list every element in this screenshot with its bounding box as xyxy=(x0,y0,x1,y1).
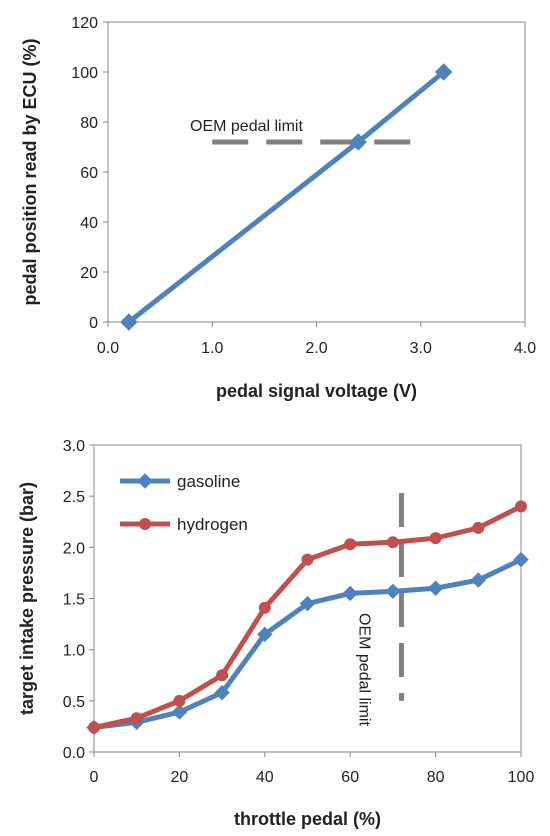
y-tick-label: 20 xyxy=(80,265,98,282)
x-tick-label: 0.0 xyxy=(97,340,119,357)
data-point-hydrogen xyxy=(344,538,357,551)
series-line xyxy=(127,70,446,324)
data-point-hydrogen xyxy=(301,553,314,566)
oem-limit-label: OEM pedal limit xyxy=(190,118,303,135)
y-tick-label: 60 xyxy=(80,165,98,182)
y-tick-label: 1.0 xyxy=(63,643,85,660)
legend-label-gasoline: gasoline xyxy=(177,472,240,491)
data-point xyxy=(434,63,453,81)
data-point xyxy=(120,313,138,331)
data-point-hydrogen xyxy=(216,669,229,682)
data-point-hydrogen xyxy=(386,536,399,549)
chart-intake-pressure: 0.0 0.5 1.0 1.5 2.0 2.5 3.0 0 20 40 60 80 100 OEM ped… xyxy=(17,438,534,829)
data-point-gasoline xyxy=(299,595,316,612)
x-tick-label: 3.0 xyxy=(410,340,432,357)
x-axis-title: pedal signal voltage (V) xyxy=(216,381,417,401)
x-tick-label: 80 xyxy=(427,769,445,786)
y-tick-label: 0.0 xyxy=(63,745,85,762)
y-axis-title: pedal position read by ECU (%) xyxy=(20,38,40,305)
data-point-gasoline xyxy=(513,551,529,568)
chart-pedal-position: 0 20 40 60 80 100 120 0.0 1.0 2.0 3.0 4.0 OEM pedal … xyxy=(20,15,536,401)
data-point-hydrogen xyxy=(88,721,100,734)
y-tick-label: 0.5 xyxy=(63,694,85,711)
x-tick-label: 20 xyxy=(171,769,189,786)
data-point xyxy=(349,133,367,151)
data-point-gasoline xyxy=(214,684,230,701)
data-point-gasoline xyxy=(257,626,273,643)
y-tick-label: 2.0 xyxy=(63,540,85,557)
x-tick-label: 40 xyxy=(256,769,274,786)
data-point-gasoline xyxy=(427,580,444,596)
x-tick-label: 100 xyxy=(508,769,535,786)
legend-label-hydrogen: hydrogen xyxy=(177,515,248,534)
data-point-hydrogen xyxy=(130,712,143,725)
data-point-gasoline xyxy=(385,583,401,600)
x-tick-label: 60 xyxy=(341,769,359,786)
y-tick-label: 100 xyxy=(71,65,98,82)
data-point-gasoline xyxy=(342,585,358,602)
series-line-hydrogen xyxy=(93,504,523,730)
y-tick-label: 120 xyxy=(71,15,98,32)
y-tick-label: 40 xyxy=(80,215,98,232)
legend-marker-hydrogen xyxy=(139,518,151,530)
x-tick-label: 4.0 xyxy=(514,340,536,357)
data-point-gasoline xyxy=(470,572,487,588)
x-tick-label: 0 xyxy=(90,769,99,786)
data-point-hydrogen xyxy=(429,532,442,545)
y-tick-label: 2.5 xyxy=(63,489,85,506)
data-point-hydrogen xyxy=(173,694,186,707)
x-axis-title: throttle pedal (%) xyxy=(234,809,381,829)
series-line-gasoline xyxy=(93,557,523,730)
legend-marker-gasoline xyxy=(137,473,153,489)
y-tick-label: 1.5 xyxy=(63,592,85,609)
x-tick-label: 1.0 xyxy=(201,340,223,357)
data-point-hydrogen xyxy=(472,521,485,534)
y-axis-title: target intake pressure (bar) xyxy=(17,482,37,715)
oem-limit-label: OEM pedal limit xyxy=(355,613,372,726)
data-point-gasoline xyxy=(171,704,188,720)
y-tick-label: 80 xyxy=(80,115,98,132)
data-point-hydrogen xyxy=(515,500,527,513)
y-tick-label: 3.0 xyxy=(63,438,85,455)
data-point-hydrogen xyxy=(258,601,271,614)
y-tick-label: 0 xyxy=(89,315,98,332)
x-tick-label: 2.0 xyxy=(305,340,327,357)
